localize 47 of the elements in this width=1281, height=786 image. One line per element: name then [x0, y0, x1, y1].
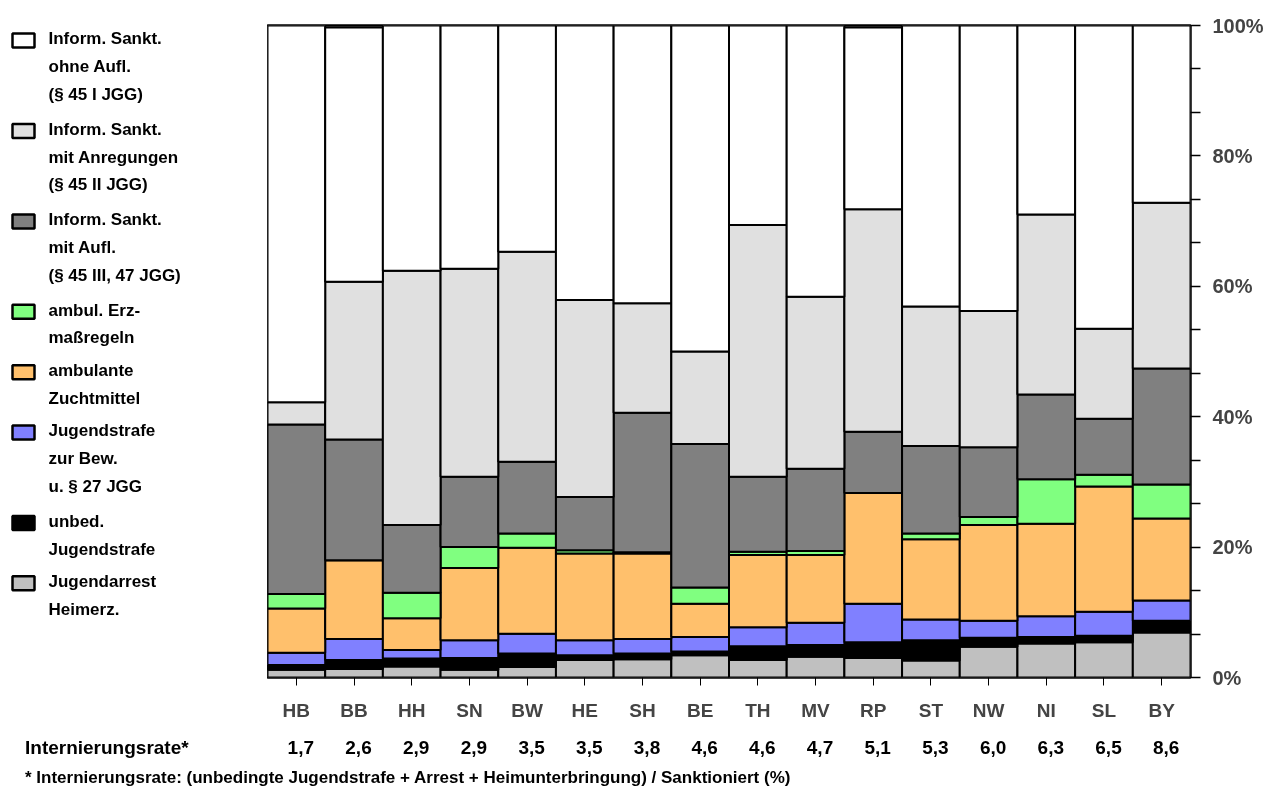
- x-tick-label: HB: [282, 699, 311, 721]
- text: 6,3: [1036, 736, 1065, 760]
- legend-label: Inform. Sankt. mit Aufl. (§ 45 III, 47 JGG): [48, 210, 181, 285]
- legend-label: Inform. Sankt. ohne Aufl. (§ 45 I JGG): [48, 29, 162, 104]
- text: 6,0: [978, 736, 1008, 760]
- y-tick-label: 0%: [1212, 666, 1242, 689]
- text: 2,9: [401, 736, 431, 760]
- text: 5,1: [863, 736, 892, 760]
- text: 3,8: [632, 736, 662, 760]
- x-tick-label: NI: [1036, 699, 1056, 721]
- legend-label: Inform. Sankt. mit Anregungen (§ 45 II JGG): [48, 119, 179, 195]
- x-tick-label: BY: [1148, 699, 1176, 721]
- text: 8,6: [1151, 736, 1181, 760]
- x-tick-label: HH: [398, 699, 426, 721]
- x-tick-label: RP: [860, 699, 887, 721]
- x-tick-label: BE: [686, 699, 714, 721]
- x-tick-label: HE: [571, 699, 598, 721]
- x-tick-label: BB: [340, 699, 368, 721]
- y-tick-label: 60%: [1212, 275, 1253, 298]
- text: 6,5: [1094, 736, 1123, 760]
- text: 2,6: [344, 736, 373, 760]
- legend-label: Jugendstrafe zur Bew. u. § 27 JGG: [48, 421, 156, 496]
- y-tick-label: 20%: [1212, 536, 1253, 559]
- x-tick-label: MV: [801, 699, 831, 721]
- x-tick-label: SN: [456, 699, 483, 721]
- text: 2,9: [459, 736, 489, 760]
- text: Internierungsrate*: [25, 736, 189, 760]
- text: 3,5: [575, 736, 604, 760]
- y-tick-label: 100%: [1212, 14, 1264, 37]
- text: * Internierungsrate: (unbedingte Jugendstrafe + Arrest + Heimunterbringung) / Sanktioniert (%): [25, 767, 791, 786]
- y-tick-label: 40%: [1212, 405, 1253, 428]
- text: 1,7: [286, 736, 315, 760]
- legend-label: unbed. Jugendstrafe: [48, 511, 156, 559]
- x-tick-label: NW: [972, 699, 1005, 721]
- x-tick-label: SH: [629, 699, 656, 721]
- text: 5,3: [921, 736, 950, 760]
- x-tick-label: BW: [511, 699, 543, 721]
- y-tick-label: 80%: [1212, 144, 1253, 167]
- legend-label: ambulante Zuchtmittel: [48, 361, 141, 408]
- legend-label: Jugendarrest Heimerz.: [48, 572, 157, 619]
- x-tick-label: TH: [745, 699, 771, 721]
- text: 4,6: [748, 736, 777, 760]
- x-tick-label: SL: [1091, 699, 1117, 721]
- x-tick-label: ST: [918, 699, 944, 721]
- text: 3,5: [517, 736, 546, 760]
- text: 4,6: [690, 736, 719, 760]
- text: 4,7: [805, 736, 835, 760]
